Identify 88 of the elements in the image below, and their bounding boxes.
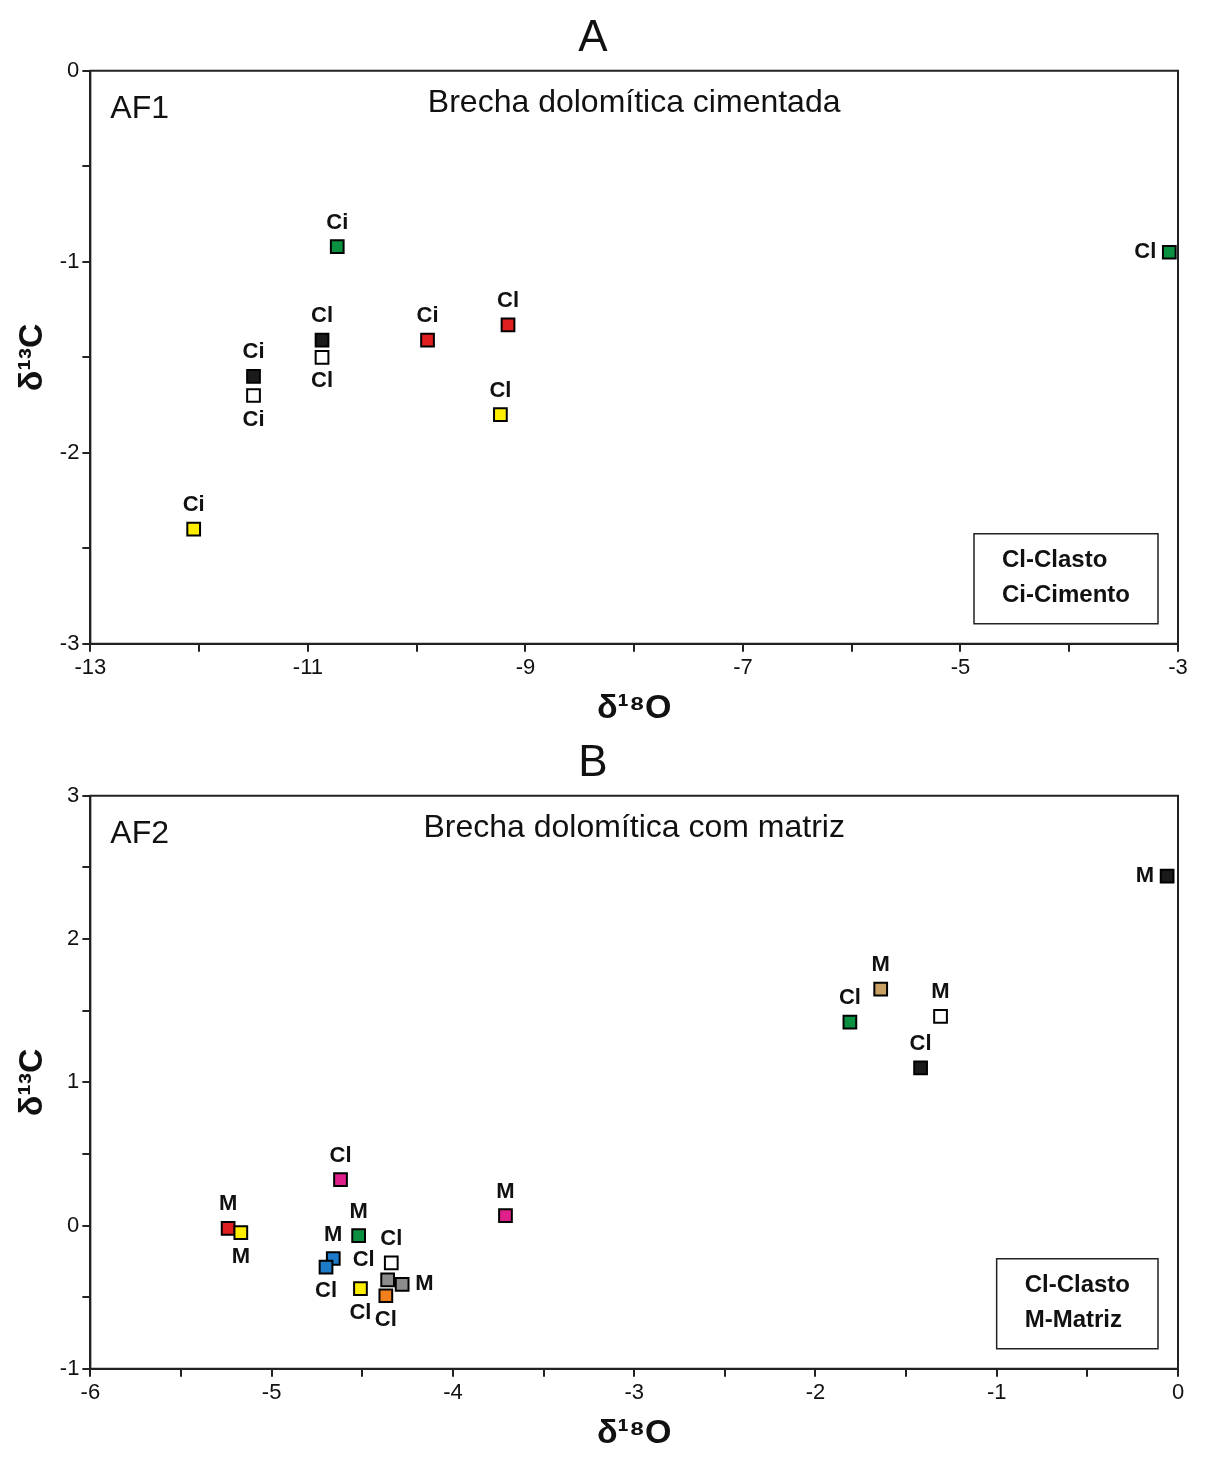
y-axis-title: δ¹³C [10,1048,49,1117]
x-axis-title: δ¹⁸O [596,1411,672,1450]
annotation: Cl [838,984,861,1010]
point [246,369,261,384]
x-tick-label: 0 [1171,1379,1185,1405]
x-tick-label: -3 [1168,654,1188,680]
point [233,1225,249,1241]
annotation: Cl [349,1298,372,1324]
point [498,1208,513,1223]
x-tick-label: -5 [261,1379,282,1405]
y-tick-label: 3 [67,781,80,807]
point [333,1172,348,1188]
point [186,521,202,537]
point [394,1276,410,1292]
annotation: Ci [416,302,439,328]
y-tick-label: 1 [67,1068,80,1094]
annotation: Cl [1134,238,1157,264]
annotation: Cl [374,1305,397,1331]
annotation: Cl [380,1224,403,1250]
point [933,1009,948,1024]
point [351,1228,367,1243]
annotation: M [1135,862,1155,888]
annotation: Cl-Clasto [1002,545,1108,573]
y-tick-label: 2 [67,925,80,951]
x-tick-label: -5 [950,654,971,680]
annotation: Cl [352,1246,375,1272]
y-axis-title: δ¹³C [10,323,49,392]
y-tick-label: 0 [67,56,80,82]
point [493,407,508,422]
annotation: Cl-Clasto [1024,1270,1130,1298]
annotation: Brecha dolomítica com matriz [423,807,845,844]
x-axis-title: δ¹⁸O [596,686,672,725]
annotation: M [871,951,890,977]
x-tick-label: -11 [292,654,323,680]
annotation: Cl [311,367,334,393]
y-tick-label: -2 [59,438,80,464]
x-tick-label: -2 [805,1379,826,1405]
y-tick-label: -1 [59,247,80,273]
x-tick-label: -9 [515,654,536,680]
point [1161,244,1177,260]
chart-title: A [578,10,609,60]
point [329,239,345,254]
annotation: M [931,978,950,1004]
point [314,332,330,348]
annotation: Ci [182,491,205,517]
annotation: M [218,1190,238,1216]
annotation: Cl [489,376,512,402]
point [380,1272,396,1288]
point [318,1259,334,1275]
point [353,1281,368,1296]
annotation: AF1 [110,88,170,125]
x-tick-label: -7 [733,654,753,680]
annotation: Cl [909,1030,932,1056]
annotation: Cl [329,1141,352,1167]
y-tick-label: 0 [67,1211,80,1237]
annotation: Cl [315,1277,338,1303]
annotation: M [415,1270,434,1296]
point [1159,868,1175,884]
x-tick-label: -6 [80,1379,101,1405]
point [420,332,435,348]
point [500,317,516,333]
annotation: M [496,1177,515,1203]
x-tick-label: -1 [986,1379,1007,1405]
y-tick-label: -3 [59,629,80,655]
annotation: AF2 [110,813,170,850]
y-tick-label: -1 [59,1354,80,1380]
point [873,981,889,997]
annotation: Cl [497,286,520,312]
annotation: Ci [326,208,349,234]
chart-title: B [578,735,608,785]
annotation: Ci [242,338,265,364]
annotation: Ci-Cimento [1002,580,1131,608]
point [842,1014,858,1030]
annotation: M [349,1197,368,1223]
x-tick-label: -13 [74,654,107,680]
annotation: M [231,1242,250,1268]
annotation: M-Matriz [1024,1305,1122,1333]
point [383,1255,399,1271]
point [314,349,330,365]
x-tick-label: -3 [624,1379,644,1405]
point [246,388,261,403]
annotation: Brecha dolomítica cimentada [427,82,841,119]
point [913,1060,928,1076]
point [378,1288,394,1304]
annotation: M [324,1220,343,1246]
annotation: Cl [311,302,334,328]
annotation: Ci [242,405,265,431]
x-tick-label: -4 [443,1379,463,1405]
